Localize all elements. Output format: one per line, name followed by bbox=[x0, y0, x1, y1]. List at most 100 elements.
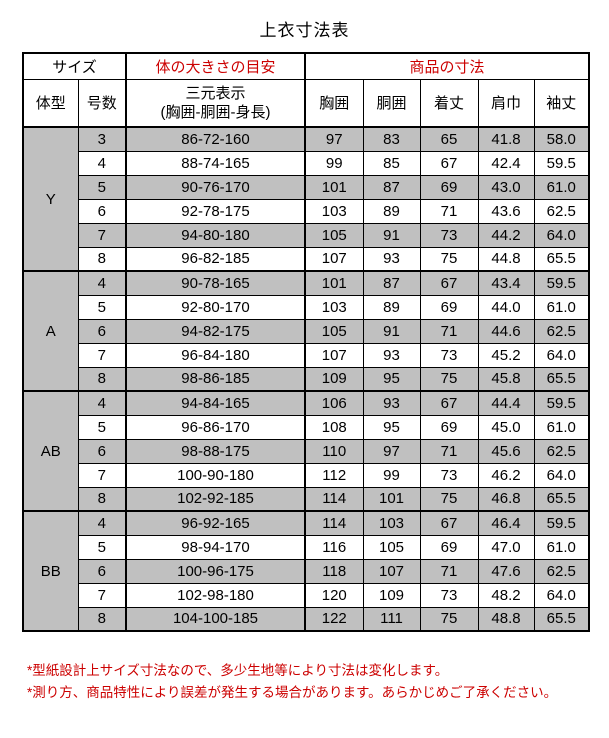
length-cell: 69 bbox=[419, 414, 479, 440]
chest-cell: 112 bbox=[304, 462, 364, 488]
sleeve-cell: 65.5 bbox=[533, 246, 590, 272]
shoulder-cell: 44.0 bbox=[477, 294, 535, 320]
footnote-tolerance-note: *測り方、商品特性により誤差が発生する場合があります。あらかじめご了承ください。 bbox=[27, 685, 558, 700]
table-row: AB 4 94-84-165 106 93 67 44.4 59.5 bbox=[22, 390, 590, 512]
table-row: 6 100-96-175 118 107 71 47.6 62.5 bbox=[23, 558, 590, 584]
chest-cell: 114 bbox=[304, 510, 364, 536]
no-cell: 6 bbox=[77, 318, 127, 344]
chest-cell: 101 bbox=[304, 174, 364, 200]
footnotes: *型紙設計上サイズ寸法なので、多少生地等により寸法は変化します。 *測り方、商品… bbox=[27, 660, 609, 704]
triple-cell: 98-94-170 bbox=[125, 534, 306, 560]
table-row: 7 100-90-180 112 99 73 46.2 64.0 bbox=[23, 462, 590, 488]
no-cell: 7 bbox=[77, 582, 127, 608]
no-cell: 4 bbox=[77, 150, 127, 176]
no-cell: 5 bbox=[77, 174, 127, 200]
header-waist: 胴囲 bbox=[362, 78, 421, 128]
triple-cell: 92-80-170 bbox=[125, 294, 306, 320]
shoulder-cell: 44.6 bbox=[477, 318, 535, 344]
triple-cell: 102-98-180 bbox=[125, 582, 306, 608]
sleeve-cell: 64.0 bbox=[533, 462, 590, 488]
no-cell: 5 bbox=[77, 414, 127, 440]
waist-cell: 103 bbox=[362, 510, 421, 536]
table-header-row-2: 体型 号数 三元表示 (胸囲-胴囲-身長) 胸囲 胴囲 着丈 肩巾 袖丈 bbox=[22, 78, 590, 128]
chest-cell: 120 bbox=[304, 582, 364, 608]
footnote-pattern-note: *型紙設計上サイズ寸法なので、多少生地等により寸法は変化します。 bbox=[27, 663, 449, 678]
length-cell: 75 bbox=[419, 606, 479, 632]
header-product-dims: 商品の寸法 bbox=[304, 52, 590, 80]
waist-cell: 105 bbox=[362, 534, 421, 560]
length-cell: 67 bbox=[419, 150, 479, 176]
length-cell: 75 bbox=[419, 246, 479, 272]
length-cell: 69 bbox=[419, 294, 479, 320]
sleeve-cell: 64.0 bbox=[533, 582, 590, 608]
shoulder-cell: 48.2 bbox=[477, 582, 535, 608]
header-triple-main: 三元表示 bbox=[185, 84, 246, 102]
waist-cell: 93 bbox=[362, 246, 421, 272]
header-sleeve: 袖丈 bbox=[533, 78, 590, 128]
shoulder-cell: 46.4 bbox=[477, 510, 535, 536]
table-row: 4 88-74-165 99 85 67 42.4 59.5 bbox=[23, 150, 590, 176]
table-row: 5 98-94-170 116 105 69 47.0 61.0 bbox=[23, 534, 590, 560]
chest-cell: 103 bbox=[304, 198, 364, 224]
header-body-type: 体型 bbox=[22, 78, 79, 128]
triple-cell: 96-82-185 bbox=[125, 246, 306, 272]
chest-cell: 116 bbox=[304, 534, 364, 560]
waist-cell: 99 bbox=[362, 462, 421, 488]
waist-cell: 85 bbox=[362, 150, 421, 176]
table-row: 5 92-80-170 103 89 69 44.0 61.0 bbox=[23, 294, 590, 320]
table-row: 7 102-98-180 120 109 73 48.2 64.0 bbox=[23, 582, 590, 608]
table-row: BB 4 96-92-165 114 103 67 46.4 59.5 bbox=[22, 510, 590, 632]
triple-cell: 90-76-170 bbox=[125, 174, 306, 200]
length-cell: 69 bbox=[419, 174, 479, 200]
no-cell: 6 bbox=[77, 558, 127, 584]
shoulder-cell: 44.2 bbox=[477, 222, 535, 248]
chest-cell: 107 bbox=[304, 246, 364, 272]
shoulder-cell: 47.6 bbox=[477, 558, 535, 584]
table-row: 6 94-82-175 105 91 71 44.6 62.5 bbox=[23, 318, 590, 344]
length-cell: 71 bbox=[419, 198, 479, 224]
sleeve-cell: 62.5 bbox=[533, 318, 590, 344]
chest-cell: 103 bbox=[304, 294, 364, 320]
triple-cell: 100-90-180 bbox=[125, 462, 306, 488]
table-row: 6 92-78-175 103 89 71 43.6 62.5 bbox=[23, 198, 590, 224]
size-table: サイズ 体の大きさの目安 商品の寸法 体型 号数 三元表示 (胸囲-胴囲-身長)… bbox=[22, 52, 590, 632]
sleeve-cell: 61.0 bbox=[533, 294, 590, 320]
waist-cell: 91 bbox=[362, 222, 421, 248]
triple-cell: 96-86-170 bbox=[125, 414, 306, 440]
waist-cell: 87 bbox=[362, 270, 421, 296]
length-cell: 67 bbox=[419, 510, 479, 536]
chest-cell: 109 bbox=[304, 366, 364, 392]
length-cell: 73 bbox=[419, 222, 479, 248]
no-cell: 8 bbox=[77, 366, 127, 392]
no-cell: 6 bbox=[77, 438, 127, 464]
sleeve-cell: 61.0 bbox=[533, 174, 590, 200]
waist-cell: 83 bbox=[362, 126, 421, 152]
shoulder-cell: 41.8 bbox=[477, 126, 535, 152]
sleeve-cell: 61.0 bbox=[533, 534, 590, 560]
no-cell: 4 bbox=[77, 390, 127, 416]
triple-cell: 96-92-165 bbox=[125, 510, 306, 536]
triple-cell: 96-84-180 bbox=[125, 342, 306, 368]
header-length: 着丈 bbox=[419, 78, 479, 128]
shoulder-cell: 42.4 bbox=[477, 150, 535, 176]
table-row: 8 104-100-185 122 111 75 48.8 65.5 bbox=[23, 606, 590, 632]
header-number: 号数 bbox=[77, 78, 127, 128]
shoulder-cell: 46.2 bbox=[477, 462, 535, 488]
length-cell: 71 bbox=[419, 438, 479, 464]
no-cell: 6 bbox=[77, 198, 127, 224]
table-row: Y 3 86-72-160 97 83 65 41.8 58.0 bbox=[22, 126, 590, 272]
table-row: 7 96-84-180 107 93 73 45.2 64.0 bbox=[23, 342, 590, 368]
triple-cell: 94-80-180 bbox=[125, 222, 306, 248]
triple-cell: 88-74-165 bbox=[125, 150, 306, 176]
chest-cell: 107 bbox=[304, 342, 364, 368]
shoulder-cell: 43.6 bbox=[477, 198, 535, 224]
header-shoulder: 肩巾 bbox=[477, 78, 535, 128]
chest-cell: 114 bbox=[304, 486, 364, 512]
sleeve-cell: 59.5 bbox=[533, 150, 590, 176]
sleeve-cell: 64.0 bbox=[533, 222, 590, 248]
sleeve-cell: 62.5 bbox=[533, 558, 590, 584]
header-size: サイズ bbox=[22, 52, 127, 80]
length-cell: 67 bbox=[419, 390, 479, 416]
shoulder-cell: 43.4 bbox=[477, 270, 535, 296]
triple-cell: 100-96-175 bbox=[125, 558, 306, 584]
